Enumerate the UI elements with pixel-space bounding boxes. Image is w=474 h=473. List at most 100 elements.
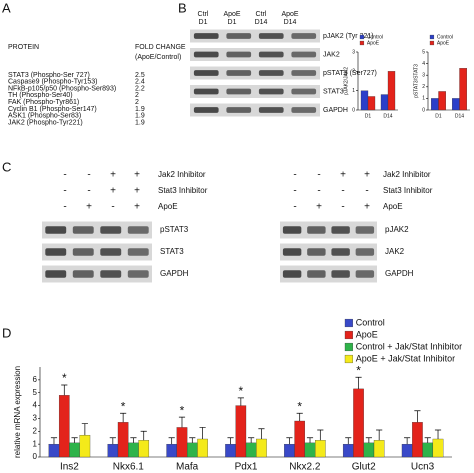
y-tick-label: 3	[33, 414, 38, 423]
bar	[422, 442, 434, 458]
legend-label: Control	[367, 34, 383, 40]
bar	[58, 395, 70, 458]
legend-swatch	[359, 40, 365, 46]
error-bar	[317, 429, 324, 441]
panel-label: C	[2, 159, 11, 174]
blot-band	[258, 70, 284, 76]
lane-label: ApoE	[281, 11, 298, 18]
y-tick-label: 0	[352, 107, 355, 113]
treatment-sign: -	[293, 202, 296, 213]
bar	[387, 71, 396, 111]
legend-label: Control + Jak/Stat Inhibitor	[356, 341, 462, 351]
blot-row-label: GAPDH	[323, 107, 348, 114]
lane-label: Ctrl	[198, 11, 209, 18]
bar	[367, 96, 376, 111]
bar	[79, 434, 91, 458]
blot-band	[72, 248, 94, 256]
blot-band	[331, 226, 350, 234]
bar	[412, 422, 423, 458]
blot-row-label: pJAK2	[385, 225, 409, 234]
blot-band	[226, 70, 252, 76]
treatment-sign: -	[111, 202, 114, 213]
legend-swatch	[344, 354, 353, 364]
significance: *	[239, 384, 244, 398]
error-bar	[120, 412, 127, 423]
error-bar	[376, 429, 383, 441]
table-cell: 1.9	[135, 113, 145, 120]
treatment-sign: -	[365, 186, 368, 197]
error-bar	[296, 412, 303, 421]
blot-band	[355, 226, 375, 234]
bar	[186, 442, 198, 458]
table-cell: NFkB-p105/p50 (Phospho-Ser893)	[8, 85, 116, 92]
bar	[342, 443, 354, 458]
y-tick-label: 0	[33, 452, 38, 461]
bar	[430, 98, 439, 111]
treatment-sign: +	[364, 170, 370, 181]
legend-swatch	[429, 34, 435, 40]
y-tick-label: 6	[33, 375, 38, 384]
legend-swatch	[344, 330, 353, 340]
significance: *	[121, 399, 126, 413]
treatment-sign: -	[63, 170, 66, 181]
error-bar	[306, 437, 314, 443]
blot-band	[307, 270, 326, 278]
bar	[451, 98, 460, 111]
treatment-sign: -	[341, 202, 344, 213]
table-cell: Cyclin B1 (Phospho-Ser147)	[8, 106, 97, 113]
table-cell: Caspase9 (Phospho-Tyr153)	[8, 79, 98, 86]
table-cell: ASK1 (Phospho-Ser83)	[8, 113, 81, 120]
treatment-sign: -	[63, 202, 66, 213]
blot-band	[127, 270, 149, 278]
blot-band	[193, 70, 219, 76]
blot-band	[45, 226, 67, 234]
blot-band	[100, 248, 122, 256]
bar	[166, 443, 177, 458]
x-tick-label: Nkx2.2	[289, 462, 321, 473]
x-tick-label: Mafa	[176, 462, 199, 473]
blot-band	[258, 51, 284, 58]
blot-band	[226, 33, 252, 39]
blot-row-label: GAPDH	[385, 269, 414, 278]
treatment-sign: -	[87, 186, 90, 197]
blot-background	[42, 243, 152, 261]
y-tick-label: 2	[422, 84, 425, 90]
table-header: FOLD CHANGE	[135, 44, 186, 51]
treatment-sign: +	[134, 170, 140, 181]
y-tick-label: 1	[352, 88, 355, 94]
blot-band	[226, 88, 252, 95]
blot-background	[190, 85, 320, 98]
legend-label: ApoE	[437, 40, 450, 46]
y-tick-label: 1	[33, 439, 38, 448]
x-tick-label: D14	[455, 113, 464, 119]
lane-label: D1	[228, 19, 237, 26]
treatment-sign: +	[340, 170, 346, 181]
blot-band	[282, 270, 302, 278]
treatment-sign: -	[317, 170, 320, 181]
legend-label: ApoE	[356, 329, 378, 339]
blot-background	[280, 221, 377, 239]
blot-background	[42, 265, 152, 283]
treatment-label: Stat3 Inhibitor	[158, 186, 208, 195]
blot-band	[291, 51, 317, 58]
x-tick-label: D1	[365, 113, 372, 119]
blot-band	[72, 270, 94, 278]
blot-row-label: STAT3	[160, 247, 184, 256]
significance: *	[356, 363, 361, 377]
legend-label: ApoE	[367, 40, 380, 46]
y-axis-label: pSTAT3/STAT3	[413, 64, 419, 98]
y-axis-label: pJAK2/JAK2	[343, 67, 349, 95]
treatment-sign: -	[317, 186, 320, 197]
y-tick-label: 4	[33, 401, 38, 410]
lane-label: D14	[284, 19, 297, 26]
lane-label: D14	[255, 19, 268, 26]
error-bar	[71, 437, 78, 443]
blot-band	[72, 226, 94, 234]
blot-band	[127, 226, 149, 234]
treatment-label: Jak2 Inhibitor	[158, 170, 206, 179]
table-cell: 1.9	[135, 119, 145, 126]
panel-label: B	[178, 0, 187, 15]
table-header: PROTEIN	[8, 44, 39, 51]
error-bar	[168, 437, 175, 445]
